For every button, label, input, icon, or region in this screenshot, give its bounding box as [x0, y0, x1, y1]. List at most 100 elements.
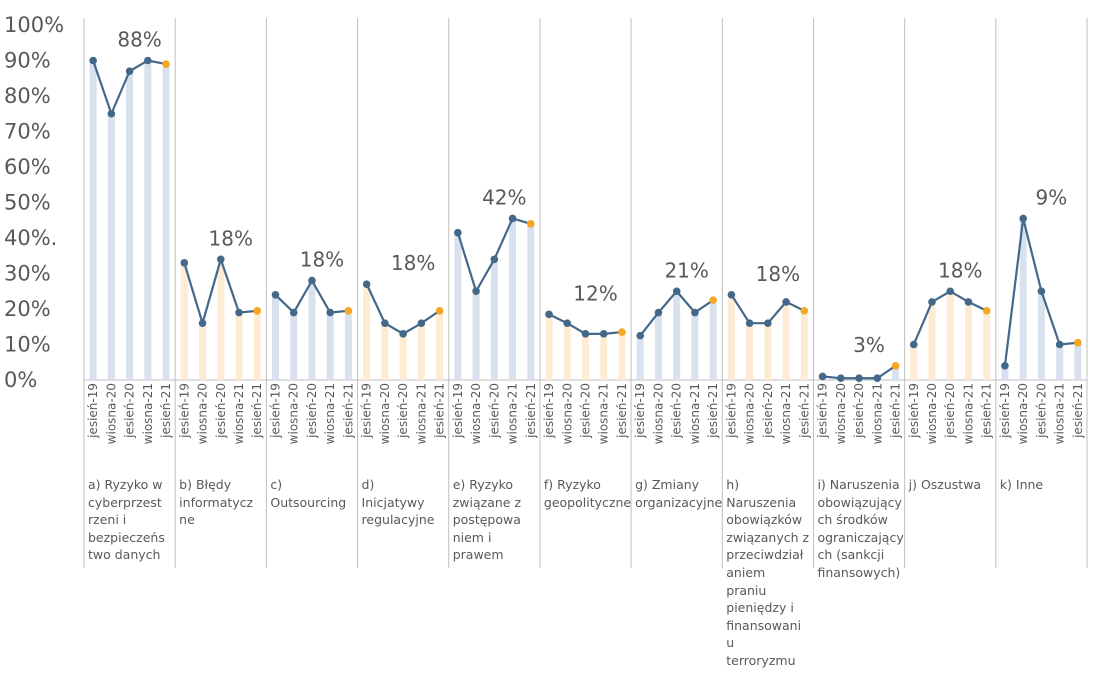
data-point	[745, 319, 754, 328]
data-label: 18%	[391, 251, 435, 275]
y-tick-label: 80%	[4, 84, 51, 108]
y-tick-label: 0%	[4, 368, 37, 392]
x-tick-label: wiosna-20	[1016, 383, 1030, 444]
y-tick-label: 20%	[4, 297, 51, 321]
group-label: k) Inne	[999, 477, 1044, 492]
data-point	[381, 319, 389, 328]
latest-point	[891, 362, 900, 370]
data-point	[399, 330, 407, 338]
x-tick-label: wiosna-21	[506, 383, 520, 444]
bar	[691, 312, 699, 380]
data-point	[216, 255, 225, 264]
data-label: 18%	[756, 262, 800, 286]
data-point	[89, 56, 97, 65]
latest-point	[253, 306, 262, 315]
latest-point	[800, 306, 809, 315]
bar	[746, 323, 754, 380]
group-label: d) Inicjatywy regulacyjne	[361, 477, 435, 528]
group-label: g) Zmiany organizacyjne	[635, 477, 723, 510]
x-tick-label: jesień-19	[633, 383, 647, 439]
bar	[89, 60, 97, 380]
bar	[308, 280, 316, 380]
bar	[180, 262, 188, 380]
x-tick-label: jesień-19	[998, 383, 1012, 439]
data-point	[1055, 340, 1064, 349]
x-tick-label: jesień-21	[1071, 383, 1085, 439]
group-label: e) Ryzyko związane z postępowa niem i pr…	[452, 477, 522, 563]
group-label: i) Naruszenia obowiązujący ch środków og…	[817, 477, 904, 580]
bar	[417, 323, 425, 380]
data-point	[672, 287, 681, 296]
x-tick-label: jesień-20	[123, 383, 137, 439]
data-point	[928, 298, 936, 306]
data-point	[1001, 362, 1009, 370]
x-tick-label: jesień-21	[980, 383, 994, 439]
x-tick-label: jesień-20	[1034, 383, 1048, 439]
data-point	[581, 330, 590, 338]
bar	[527, 223, 535, 380]
data-label: 18%	[209, 226, 253, 250]
data-point	[636, 331, 645, 340]
bar	[782, 301, 790, 380]
latest-point	[435, 306, 444, 315]
bar	[381, 323, 389, 380]
x-tick-label: jesień-21	[433, 383, 447, 439]
bar	[764, 323, 772, 380]
data-point	[946, 287, 955, 296]
x-tick-label: jesień-19	[268, 383, 282, 439]
bar	[363, 284, 371, 380]
data-label: 42%	[482, 185, 526, 209]
x-tick-label: wiosna-21	[323, 383, 337, 444]
x-tick-label: jesień-20	[943, 383, 957, 439]
x-tick-label: jesień-19	[86, 383, 100, 439]
y-tick-label: 60%	[4, 155, 51, 179]
bar	[1056, 344, 1064, 380]
y-tick-label: 90%	[4, 49, 51, 73]
data-point	[472, 287, 480, 296]
data-point	[508, 214, 517, 223]
bar	[399, 333, 407, 380]
x-tick-label: jesień-19	[724, 383, 738, 439]
group-label: b) Błędy informatycz ne	[179, 477, 254, 528]
data-point	[782, 298, 790, 306]
x-tick-label: jesień-20	[670, 383, 684, 439]
data-label: 12%	[573, 281, 617, 305]
data-point	[1037, 287, 1046, 296]
y-tick-label: 100%	[4, 13, 64, 37]
bar	[582, 333, 589, 380]
bar	[1001, 365, 1009, 380]
x-tick-label: wiosna-21	[232, 383, 246, 444]
data-point	[691, 308, 699, 317]
data-point	[964, 298, 973, 306]
data-point	[308, 276, 316, 285]
bar	[253, 310, 261, 380]
x-tick-label: wiosna-21	[961, 383, 975, 444]
bar	[1037, 291, 1045, 380]
x-tick-label: wiosna-21	[597, 383, 611, 444]
bar	[326, 312, 334, 380]
bar	[983, 310, 991, 380]
y-tick-label: 50%	[4, 191, 51, 215]
bar	[709, 300, 717, 380]
data-point	[873, 374, 882, 383]
bar	[727, 294, 735, 380]
bar	[946, 291, 954, 380]
y-tick-label: 30%	[4, 262, 51, 286]
data-point	[818, 372, 827, 381]
bar	[545, 314, 553, 380]
bar	[800, 310, 808, 380]
data-label: 88%	[117, 28, 161, 52]
x-tick-label: wiosna-20	[743, 383, 757, 444]
latest-point	[618, 328, 626, 336]
bar	[107, 113, 115, 380]
x-tick-label: jesień-20	[579, 383, 593, 439]
data-point	[454, 228, 462, 237]
x-tick-label: jesień-20	[487, 383, 501, 439]
bar	[344, 310, 352, 380]
data-point	[417, 319, 426, 328]
latest-point	[982, 306, 991, 315]
x-tick-label: wiosna-21	[414, 383, 428, 444]
data-point	[855, 374, 863, 383]
x-tick-label: jesień-19	[451, 383, 465, 439]
